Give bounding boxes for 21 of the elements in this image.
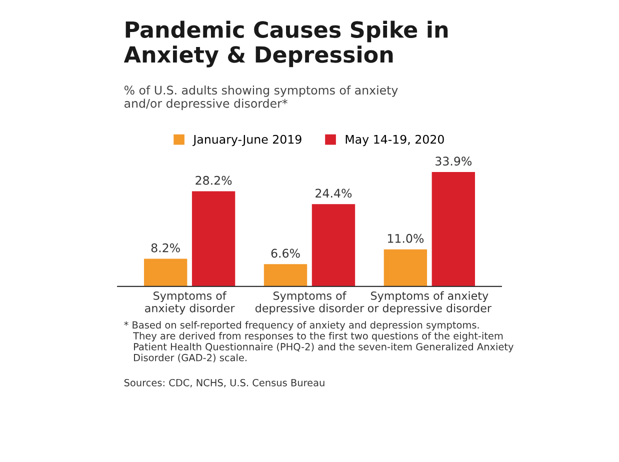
text: * Based on self-reported frequency of anxiety and depression symptoms. They are derived from responses to the first two questions of the eight-item Patient Health Questionnaire (PHQ-2) and the seven-item Generalized Anxiety Disorder (GAD-2) scale. [124,321,514,362]
data-label: 28.2% [196,176,232,185]
x-tick-label: Symptoms of depressive disorder [255,291,364,314]
x-tick-label: Symptoms of anxiety disorder [145,291,235,314]
legend-label: January-June 2019 [192,134,302,146]
data-label: 11.0% [388,234,424,243]
legend-label: May 14-19, 2020 [346,134,444,146]
x-tick-label: Symptoms of anxiety or depressive disorder [368,291,492,314]
data-label: 24.4% [316,188,352,198]
bar [432,172,476,286]
chart-subtitle: % of U.S. adults showing symptoms of anxiety and/or depressive disorder* [124,85,398,110]
bar [384,249,428,286]
source-note: Sources: CDC, NCHS, U.S. Census Bureau [124,379,324,388]
bar [312,204,356,286]
data-label: 6.6% [271,248,300,258]
bar [192,191,236,286]
data-label: 8.2% [151,243,180,252]
bar [144,258,188,286]
data-label: 33.9% [436,156,472,166]
bar [264,264,308,286]
chart-title: Pandemic Causes Spike in Anxiety & Depression [124,20,448,68]
